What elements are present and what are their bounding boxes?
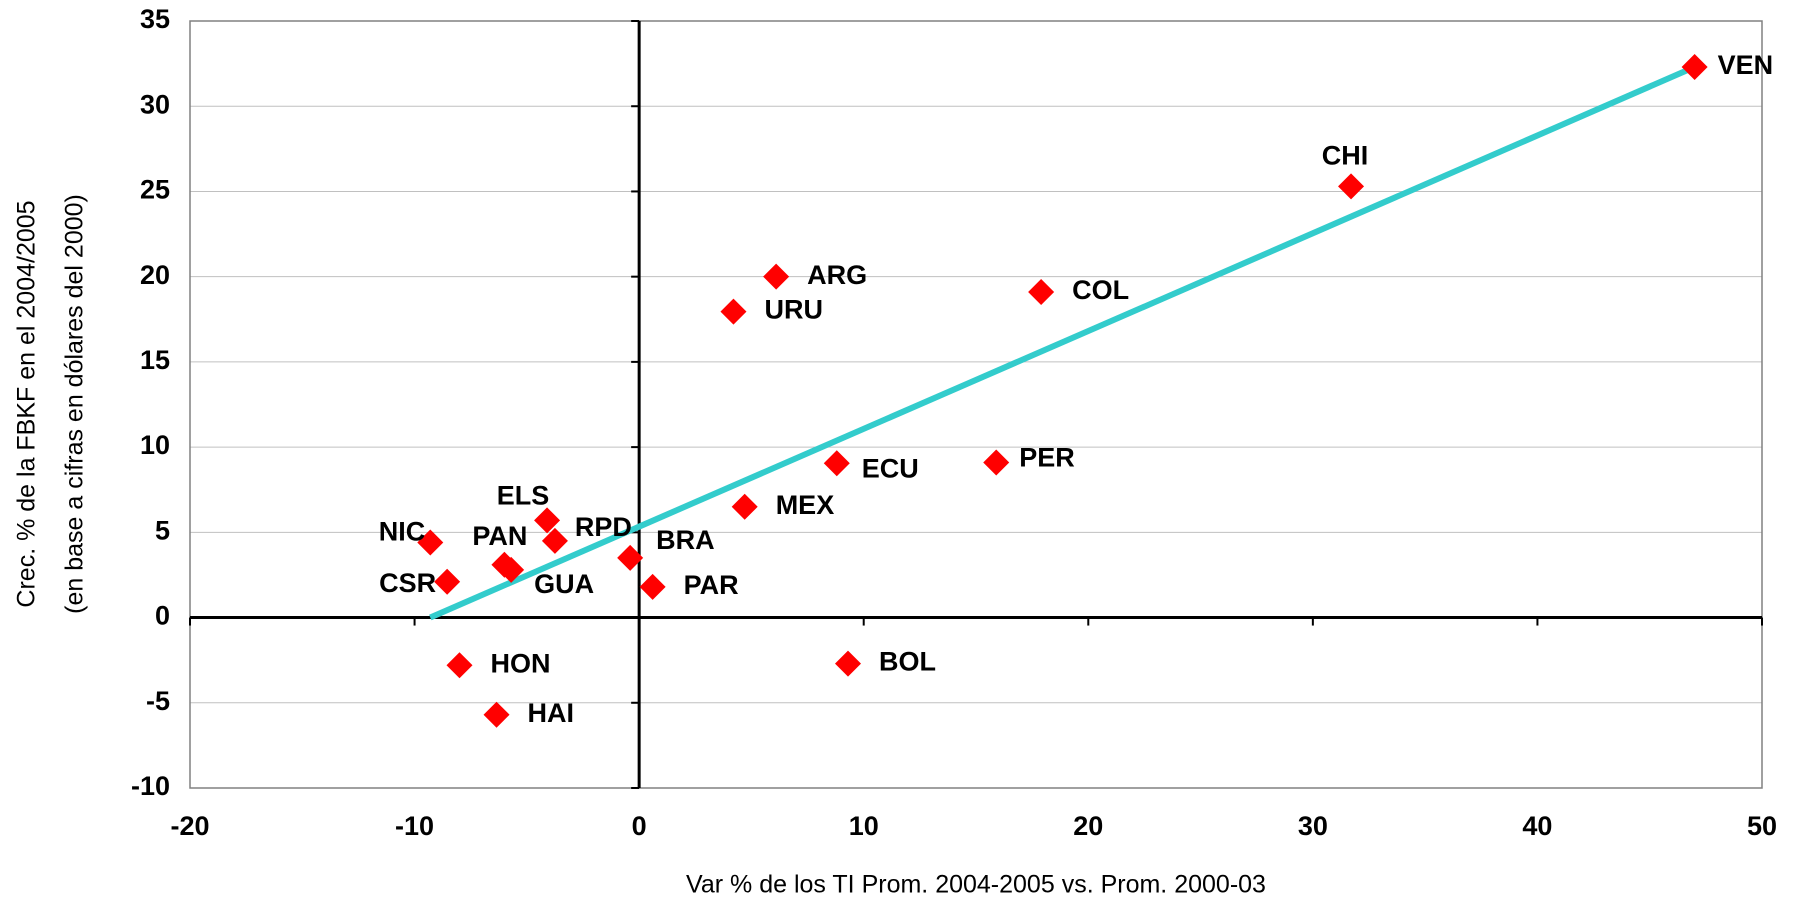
point-label: PER: [1019, 443, 1075, 473]
plot-border: [189, 20, 1763, 789]
data-point: [639, 573, 666, 600]
y-tick-label: 5: [155, 515, 170, 545]
data-point: [483, 701, 510, 728]
x-tick-label: 40: [1522, 811, 1552, 841]
point-label: URU: [764, 295, 823, 325]
y-axis-title: Crec. % de la FBKF en el 2004/2005: [13, 200, 41, 607]
point-label: COL: [1072, 275, 1129, 305]
x-tick-label: 0: [632, 811, 647, 841]
point-label: ARG: [807, 260, 867, 290]
trend-line: [429, 64, 1696, 621]
data-point: [534, 507, 561, 534]
x-axis-title: Var % de los TI Prom. 2004-2005 vs. Prom…: [686, 871, 1266, 899]
y-tick-label: 35: [140, 4, 170, 34]
data-point: [834, 650, 861, 677]
point-label: PAR: [684, 570, 739, 600]
data-point: [417, 529, 444, 556]
x-tick-label: 50: [1747, 811, 1777, 841]
y-tick-label: 20: [140, 260, 170, 290]
data-point: [434, 568, 461, 595]
point-label: RPD: [575, 512, 632, 542]
point-label: MEX: [776, 490, 835, 520]
point-label: PAN: [472, 521, 527, 551]
point-label: HAI: [528, 698, 575, 728]
x-tick-label: 10: [849, 811, 879, 841]
point-label: CHI: [1322, 140, 1369, 170]
y-tick-label: -5: [146, 686, 170, 716]
data-point: [720, 298, 747, 325]
x-tick-label: 30: [1298, 811, 1328, 841]
y-tick-label: 30: [140, 89, 170, 119]
data-point: [823, 450, 850, 477]
point-label: ECU: [862, 453, 919, 483]
data-point: [763, 263, 790, 290]
x-tick-label: -10: [395, 811, 434, 841]
point-label: VEN: [1718, 50, 1774, 80]
y-tick-label: 10: [140, 430, 170, 460]
data-point: [983, 449, 1010, 476]
point-label: ELS: [497, 481, 550, 511]
point-label: BRA: [656, 525, 715, 555]
data-point: [1028, 279, 1055, 306]
point-label: CSR: [379, 568, 436, 598]
x-tick-label: -20: [170, 811, 209, 841]
data-point: [541, 527, 568, 554]
y-tick-label: 25: [140, 175, 170, 205]
data-point: [446, 652, 473, 679]
y-tick-label: -10: [131, 771, 170, 801]
y-tick-label: 15: [140, 345, 170, 375]
point-label: HON: [490, 648, 550, 678]
point-label: GUA: [534, 569, 594, 599]
y-tick-label: 0: [155, 601, 170, 631]
data-point: [731, 493, 758, 520]
data-point: [1681, 54, 1708, 81]
data-point: [617, 544, 644, 571]
point-label: BOL: [879, 647, 936, 677]
data-point: [498, 556, 525, 583]
data-point: [1338, 173, 1365, 200]
point-label: NIC: [379, 517, 426, 547]
x-tick-label: 20: [1073, 811, 1103, 841]
y-axis-title: (en base a cifras en dólares del 2000): [61, 194, 89, 614]
